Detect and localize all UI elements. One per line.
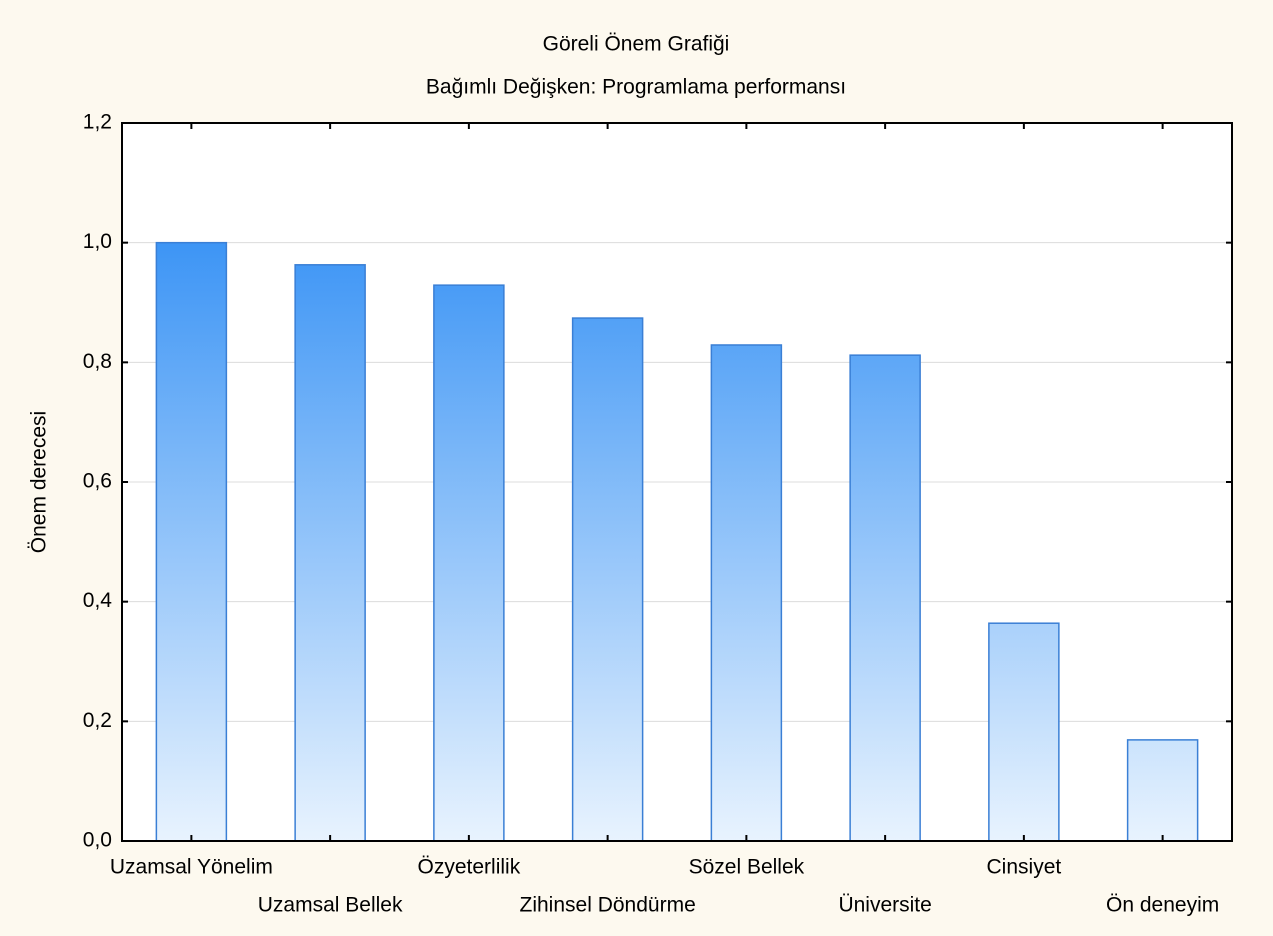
bar bbox=[155, 241, 228, 842]
y-axis-title: Önem derecesi bbox=[28, 411, 51, 553]
bar bbox=[988, 622, 1060, 842]
y-tick-label: 1,2 bbox=[83, 111, 112, 134]
bar bbox=[294, 264, 366, 842]
y-tick-label: 0,2 bbox=[83, 709, 112, 732]
bar bbox=[1126, 739, 1199, 842]
x-tick-label: Özyeterlilik bbox=[418, 856, 521, 879]
y-tick-label: 0,8 bbox=[83, 350, 112, 373]
x-tick-label: Zihinsel Döndürme bbox=[520, 894, 696, 917]
y-tick-label: 1,0 bbox=[83, 230, 112, 253]
bar bbox=[433, 284, 505, 842]
plot-frame bbox=[121, 122, 1233, 842]
x-tick-label: Uzamsal Yönelim bbox=[110, 856, 273, 879]
x-tick-label: Ön deneyim bbox=[1106, 894, 1219, 917]
x-tick-label: Sözel Bellek bbox=[689, 856, 805, 879]
chart-subtitle: Bağımlı Değişken: Programlama performans… bbox=[426, 76, 846, 99]
x-tick-label: Üniversite bbox=[838, 894, 931, 917]
y-tick-label: 0,6 bbox=[83, 470, 112, 493]
x-tick-label: Uzamsal Bellek bbox=[258, 894, 403, 917]
y-tick-label: 0,4 bbox=[83, 589, 113, 612]
y-tick-label: 0,0 bbox=[83, 829, 112, 852]
chart-title: Göreli Önem Grafiği bbox=[543, 33, 730, 56]
x-tick-label: Cinsiyet bbox=[987, 856, 1062, 879]
bar bbox=[849, 354, 921, 842]
bar bbox=[571, 317, 644, 842]
bar bbox=[710, 344, 783, 842]
